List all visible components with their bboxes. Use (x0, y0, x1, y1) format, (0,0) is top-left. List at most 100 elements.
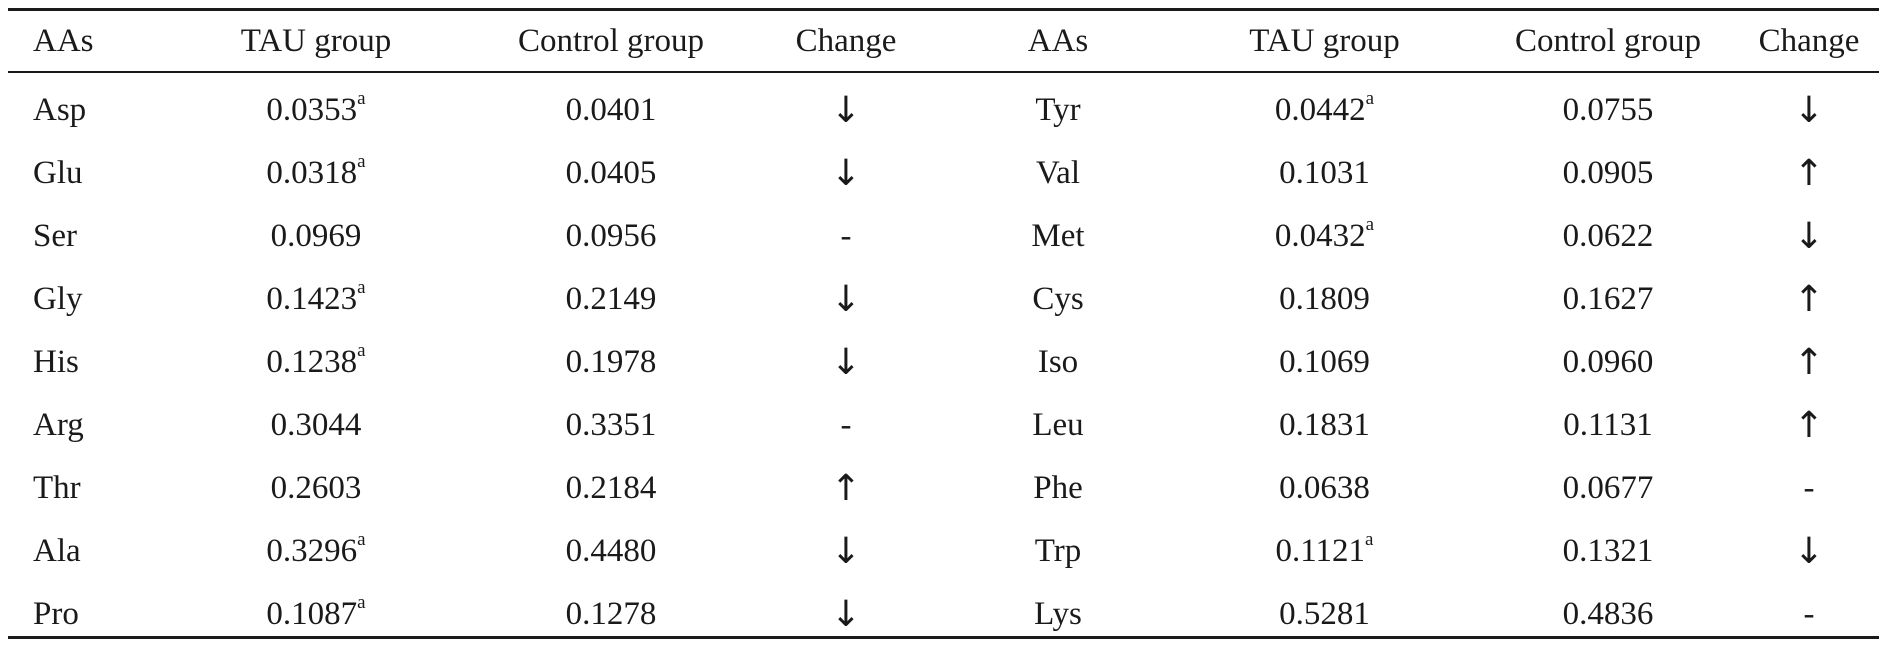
tau-number: 0.1069 (1279, 344, 1370, 380)
tau-number: 0.1423 (266, 281, 358, 317)
tau-value-left: 0.2603 (158, 457, 474, 520)
tau-number: 0.5281 (1279, 596, 1370, 632)
header-change-left: Change (795, 22, 897, 59)
change-indicator: ↓ (830, 153, 862, 194)
significance-mark: a (357, 88, 366, 109)
control-value-right: 0.4836 (1562, 596, 1654, 632)
significance-mark: a (1365, 214, 1375, 235)
amino-acid-left: Arg (33, 407, 84, 443)
header-aas-left: AAs (33, 22, 94, 59)
significance-mark: a (357, 340, 366, 361)
change-indicator: ↓ (1793, 531, 1825, 572)
amino-acid-left: His (33, 344, 79, 380)
header-control-left: Control group (517, 22, 705, 59)
table-row: Glu 0.0318a 0.0405 ↓ Val 0.1031 0.0905 ↑ (8, 142, 1879, 205)
change-indicator: ↑ (1793, 342, 1825, 383)
amino-acid-left: Glu (33, 155, 83, 191)
change-left: ↓ (748, 142, 944, 205)
amino-acid-left: Asp (33, 92, 87, 128)
change-left: ↓ (748, 331, 944, 394)
control-value-left: 0.2184 (565, 470, 657, 506)
amino-acid-left: Pro (33, 596, 79, 632)
change-left: - (748, 394, 944, 457)
amino-acid-right: Iso (1037, 344, 1079, 380)
tau-number: 0.1121 (1275, 533, 1366, 569)
amino-acid-left: Thr (33, 470, 81, 506)
tau-number: 0.2603 (270, 470, 362, 506)
control-value-left: 0.0956 (565, 218, 657, 254)
significance-mark: a (357, 592, 366, 613)
change-indicator: ↓ (830, 531, 862, 572)
tau-number: 0.1809 (1279, 281, 1370, 317)
table-row: Arg 0.3044 0.3351 - Leu 0.1831 0.1131 ↑ (8, 394, 1879, 457)
top-rule (8, 8, 1879, 11)
tau-value-right: 0.1121a (1172, 520, 1477, 583)
change-indicator: - (840, 407, 852, 443)
change-right: ↑ (1739, 268, 1879, 331)
amino-acid-right: Lys (1034, 596, 1082, 632)
control-value-left: 0.3351 (565, 407, 657, 443)
table-body: Asp 0.0353a 0.0401 ↓ Tyr 0.0442a 0.0755 ↓ Glu 0.0… (8, 71, 1879, 646)
tau-value-right: 0.1831 (1172, 394, 1477, 457)
amino-acid-right: Leu (1032, 407, 1084, 443)
change-left: ↓ (748, 583, 944, 646)
control-value-left: 0.4480 (565, 533, 657, 569)
significance-mark: a (357, 151, 366, 172)
significance-mark: a (1365, 88, 1375, 109)
tau-number: 0.1238 (266, 344, 358, 380)
control-value-right: 0.1627 (1562, 281, 1654, 317)
header-rule (8, 71, 1879, 73)
change-indicator: - (1803, 596, 1815, 632)
change-right: - (1739, 583, 1879, 646)
amino-acid-right: Tyr (1035, 92, 1081, 128)
tau-number: 0.1831 (1279, 407, 1370, 443)
tau-value-left: 0.1238a (158, 331, 474, 394)
control-value-right: 0.0622 (1562, 218, 1654, 254)
change-left: ↓ (748, 520, 944, 583)
tau-value-left: 0.0353a (158, 71, 474, 142)
amino-acid-right: Val (1036, 155, 1080, 191)
change-right: ↓ (1739, 205, 1879, 268)
change-right: - (1739, 457, 1879, 520)
change-indicator: ↑ (1793, 405, 1825, 446)
header-control-right: Control group (1514, 22, 1702, 59)
tau-value-left: 0.1423a (158, 268, 474, 331)
change-indicator: - (840, 218, 852, 254)
change-indicator: ↑ (830, 468, 862, 509)
tau-value-left: 0.3044 (158, 394, 474, 457)
control-value-left: 0.1978 (565, 344, 657, 380)
tau-value-left: 0.0969 (158, 205, 474, 268)
change-right: ↓ (1739, 71, 1879, 142)
change-indicator: ↓ (1793, 90, 1825, 131)
significance-mark: a (357, 529, 366, 550)
header-row: AAs TAU group Control group Change AAs T… (8, 11, 1879, 71)
change-right: ↑ (1739, 142, 1879, 205)
tau-number: 0.0442 (1274, 92, 1366, 128)
table-row: His 0.1238a 0.1978 ↓ Iso 0.1069 0.0960 ↑ (8, 331, 1879, 394)
bottom-rule (8, 636, 1879, 639)
header-tau-right: TAU group (1249, 22, 1400, 59)
header-aas-right: AAs (1027, 22, 1089, 59)
tau-value-right: 0.1809 (1172, 268, 1477, 331)
data-table: AAs TAU group Control group Change AAs T… (8, 11, 1879, 646)
table-row: Asp 0.0353a 0.0401 ↓ Tyr 0.0442a 0.0755 ↓ (8, 71, 1879, 142)
tau-value-left: 0.0318a (158, 142, 474, 205)
tau-value-left: 0.1087a (158, 583, 474, 646)
header-tau-left: TAU group (240, 22, 392, 59)
amino-acid-left: Ala (33, 533, 81, 569)
change-indicator: ↑ (1793, 153, 1825, 194)
control-value-right: 0.1131 (1563, 407, 1653, 443)
change-left: ↓ (748, 71, 944, 142)
control-value-right: 0.0755 (1562, 92, 1654, 128)
tau-value-right: 0.0432a (1172, 205, 1477, 268)
change-left: ↓ (748, 268, 944, 331)
tau-number: 0.1031 (1279, 155, 1370, 191)
change-indicator: - (1803, 470, 1815, 506)
change-indicator: ↓ (830, 342, 862, 383)
control-value-left: 0.0401 (565, 92, 657, 128)
change-indicator: ↑ (1793, 279, 1825, 320)
change-indicator: ↓ (830, 279, 862, 320)
tau-value-right: 0.5281 (1172, 583, 1477, 646)
tau-value-right: 0.0442a (1172, 71, 1477, 142)
change-right: ↓ (1739, 520, 1879, 583)
